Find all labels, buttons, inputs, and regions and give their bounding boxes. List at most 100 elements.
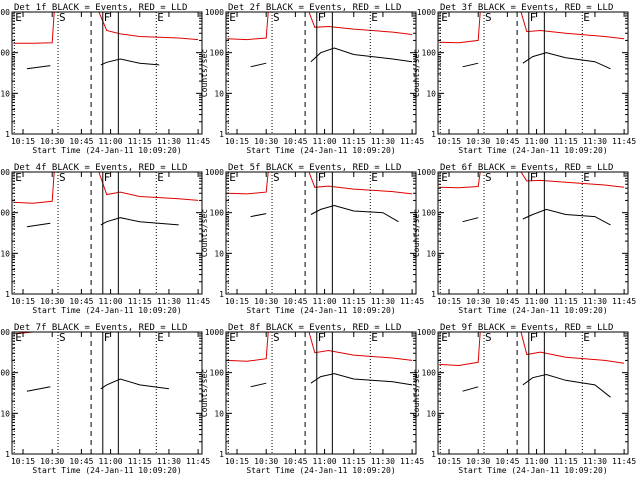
plot-frame: [225, 171, 417, 295]
y-tick-label: 100: [210, 49, 225, 58]
marker-label: F: [530, 331, 537, 344]
x-tick-label: 10:30: [466, 457, 490, 466]
y-tick-label: 1000: [417, 328, 436, 337]
y-tick-label: 10: [426, 249, 436, 258]
panel-title: Det 1f BLACK = Events, RED = LLD: [14, 3, 187, 13]
lld-series-line: [308, 331, 413, 361]
marker-label: S: [485, 171, 492, 184]
y-tick-label: 1: [219, 290, 224, 299]
lld-series-line: [439, 171, 481, 189]
x-tick-label: 10:45: [283, 137, 307, 146]
x-axis-label: Start Time (24-Jan-11 10:09:20): [246, 466, 395, 475]
x-tick-label: 11:00: [313, 137, 337, 146]
marker-label: E: [229, 11, 236, 24]
events-series-line: [310, 47, 413, 63]
x-tick-label: 10:15: [225, 457, 249, 466]
y-tick-label: 1: [5, 130, 10, 139]
x-tick-label: 11:45: [400, 137, 424, 146]
events-series-line: [100, 58, 160, 66]
lld-series-line: [308, 11, 413, 35]
x-tick-label: 10:15: [11, 297, 35, 306]
y-tick-label: 1: [5, 450, 10, 459]
marker-label: E: [371, 11, 378, 24]
x-tick-label: 11:30: [371, 457, 395, 466]
x-tick-label: 10:45: [283, 457, 307, 466]
panel-title: Det 5f BLACK = Events, RED = LLD: [228, 163, 401, 173]
x-tick-label: 11:45: [612, 137, 636, 146]
x-axis-label: Start Time (24-Jan-11 10:09:20): [32, 146, 181, 155]
x-tick-label: 11:30: [157, 297, 181, 306]
y-axis-label: Counts/sec: [200, 49, 209, 97]
x-tick-label: 11:30: [583, 137, 607, 146]
lld-series-line: [227, 171, 269, 195]
plot-frame: [437, 171, 629, 295]
x-tick-label: 11:45: [612, 457, 636, 466]
marker-label: E: [371, 171, 378, 184]
x-tick-label: 11:45: [186, 137, 210, 146]
x-tick-label: 11:00: [99, 457, 123, 466]
x-tick-label: 11:30: [583, 457, 607, 466]
y-tick-label: 1: [219, 450, 224, 459]
lld-series-line: [98, 171, 199, 201]
x-tick-label: 10:15: [437, 137, 461, 146]
x-tick-label: 11:00: [525, 457, 549, 466]
lld-series-line: [98, 11, 199, 41]
x-tick-label: 10:30: [466, 137, 490, 146]
x-tick-label: 11:15: [554, 297, 578, 306]
marker-label: F: [318, 11, 325, 24]
marker-label: F: [318, 331, 325, 344]
marker-label: E: [157, 331, 164, 344]
panel-title: Det 9f BLACK = Events, RED = LLD: [440, 323, 613, 333]
panel-title: Det 8f BLACK = Events, RED = LLD: [228, 323, 401, 333]
lld-series-line: [520, 11, 625, 40]
events-series-line: [522, 373, 611, 398]
y-tick-label: 1000: [205, 328, 224, 337]
lld-series-line: [520, 331, 625, 364]
events-series-line: [250, 62, 267, 68]
y-axis-label: Counts/sec: [412, 369, 421, 417]
marker-label: F: [104, 331, 111, 344]
x-tick-label: 11:45: [400, 297, 424, 306]
plot-frame: [437, 11, 629, 135]
x-tick-label: 10:45: [69, 457, 93, 466]
panel-title: Det 7f BLACK = Events, RED = LLD: [14, 323, 187, 333]
x-tick-label: 10:15: [11, 137, 35, 146]
x-tick-label: 11:15: [554, 457, 578, 466]
x-axis-label: Start Time (24-Jan-11 10:09:20): [32, 306, 181, 315]
marker-label: F: [530, 171, 537, 184]
marker-label: E: [441, 11, 448, 24]
marker-label: F: [104, 11, 111, 24]
x-tick-label: 11:45: [186, 297, 210, 306]
y-tick-label: 10: [0, 409, 10, 418]
y-axis-label: Counts/sec: [412, 209, 421, 257]
x-tick-label: 10:15: [225, 297, 249, 306]
panel-title: Det 3f BLACK = Events, RED = LLD: [440, 3, 613, 13]
x-tick-label: 11:15: [128, 297, 152, 306]
lld-series-line: [13, 171, 55, 204]
y-tick-label: 10: [0, 89, 10, 98]
y-tick-label: 10: [426, 409, 436, 418]
panel-title: Det 6f BLACK = Events, RED = LLD: [440, 163, 613, 173]
events-series-line: [522, 208, 611, 226]
y-axis-label: Counts/sec: [412, 49, 421, 97]
x-tick-label: 11:45: [186, 457, 210, 466]
events-series-line: [462, 62, 479, 68]
x-tick-label: 11:30: [157, 457, 181, 466]
x-axis-label: Start Time (24-Jan-11 10:09:20): [246, 146, 395, 155]
x-tick-label: 10:30: [254, 297, 278, 306]
x-tick-label: 10:30: [254, 137, 278, 146]
y-tick-label: 1000: [417, 168, 436, 177]
marker-label: S: [273, 171, 280, 184]
x-tick-label: 10:15: [437, 297, 461, 306]
x-axis-label: Start Time (24-Jan-11 10:09:20): [458, 466, 607, 475]
x-tick-label: 10:30: [40, 457, 64, 466]
marker-label: F: [318, 171, 325, 184]
x-axis-label: Start Time (24-Jan-11 10:09:20): [458, 306, 607, 315]
marker-label: S: [273, 11, 280, 24]
marker-label: E: [157, 11, 164, 24]
